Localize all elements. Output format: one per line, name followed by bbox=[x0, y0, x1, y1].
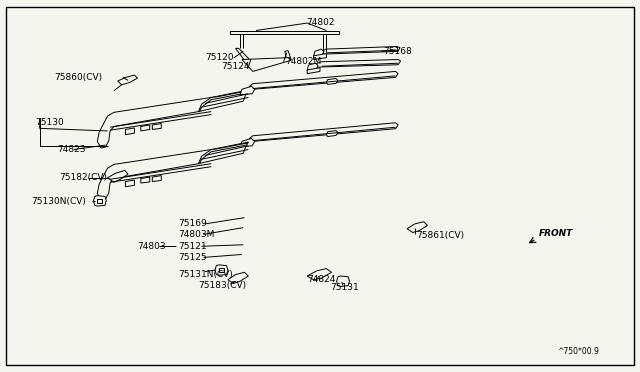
Polygon shape bbox=[326, 131, 338, 137]
Text: 74803M: 74803M bbox=[178, 230, 214, 239]
Text: 75124: 75124 bbox=[221, 62, 250, 71]
Polygon shape bbox=[152, 124, 161, 129]
Text: FRONT: FRONT bbox=[539, 229, 573, 238]
Text: 75131: 75131 bbox=[330, 283, 358, 292]
Text: 75182(CV): 75182(CV) bbox=[59, 173, 107, 182]
Polygon shape bbox=[314, 54, 326, 60]
Polygon shape bbox=[320, 46, 400, 54]
Polygon shape bbox=[97, 142, 248, 200]
Polygon shape bbox=[198, 142, 248, 164]
Polygon shape bbox=[248, 123, 398, 144]
Polygon shape bbox=[141, 177, 150, 183]
Text: 74802M: 74802M bbox=[285, 57, 321, 66]
Polygon shape bbox=[97, 199, 102, 203]
Text: 74823: 74823 bbox=[58, 145, 86, 154]
Text: 75860(CV): 75860(CV) bbox=[54, 73, 102, 82]
Text: 74802: 74802 bbox=[306, 18, 334, 27]
Polygon shape bbox=[240, 86, 255, 95]
Polygon shape bbox=[215, 265, 228, 275]
Polygon shape bbox=[228, 272, 248, 283]
Text: 75169: 75169 bbox=[178, 219, 207, 228]
Polygon shape bbox=[236, 48, 250, 60]
Polygon shape bbox=[97, 90, 248, 148]
Polygon shape bbox=[125, 180, 134, 187]
Text: 75130: 75130 bbox=[35, 118, 64, 127]
Polygon shape bbox=[108, 170, 128, 182]
Polygon shape bbox=[307, 68, 320, 74]
Text: 75183(CV): 75183(CV) bbox=[198, 281, 247, 290]
Text: 74803: 74803 bbox=[138, 242, 166, 251]
Text: 75120: 75120 bbox=[205, 53, 234, 62]
Polygon shape bbox=[125, 128, 134, 135]
Polygon shape bbox=[219, 268, 224, 272]
Polygon shape bbox=[307, 63, 318, 71]
Polygon shape bbox=[314, 60, 401, 68]
Polygon shape bbox=[152, 176, 161, 182]
Polygon shape bbox=[141, 125, 150, 131]
Polygon shape bbox=[307, 269, 332, 280]
Polygon shape bbox=[326, 78, 338, 84]
Text: ^750*00.9: ^750*00.9 bbox=[557, 347, 598, 356]
Polygon shape bbox=[242, 58, 291, 71]
Polygon shape bbox=[118, 75, 138, 85]
Polygon shape bbox=[198, 90, 248, 112]
Text: 75130N(CV): 75130N(CV) bbox=[31, 197, 86, 206]
Polygon shape bbox=[230, 31, 339, 34]
Polygon shape bbox=[314, 49, 324, 57]
Text: 75121: 75121 bbox=[178, 242, 207, 251]
Polygon shape bbox=[407, 222, 428, 232]
Polygon shape bbox=[285, 51, 291, 60]
Polygon shape bbox=[93, 196, 106, 206]
Text: 74824: 74824 bbox=[307, 275, 335, 284]
Text: 75861(CV): 75861(CV) bbox=[416, 231, 464, 240]
Text: 75131N(CV): 75131N(CV) bbox=[178, 270, 233, 279]
Polygon shape bbox=[337, 276, 349, 286]
Polygon shape bbox=[248, 71, 398, 92]
Text: 75125: 75125 bbox=[178, 253, 207, 262]
Text: 75168: 75168 bbox=[383, 47, 412, 56]
Polygon shape bbox=[240, 138, 255, 147]
